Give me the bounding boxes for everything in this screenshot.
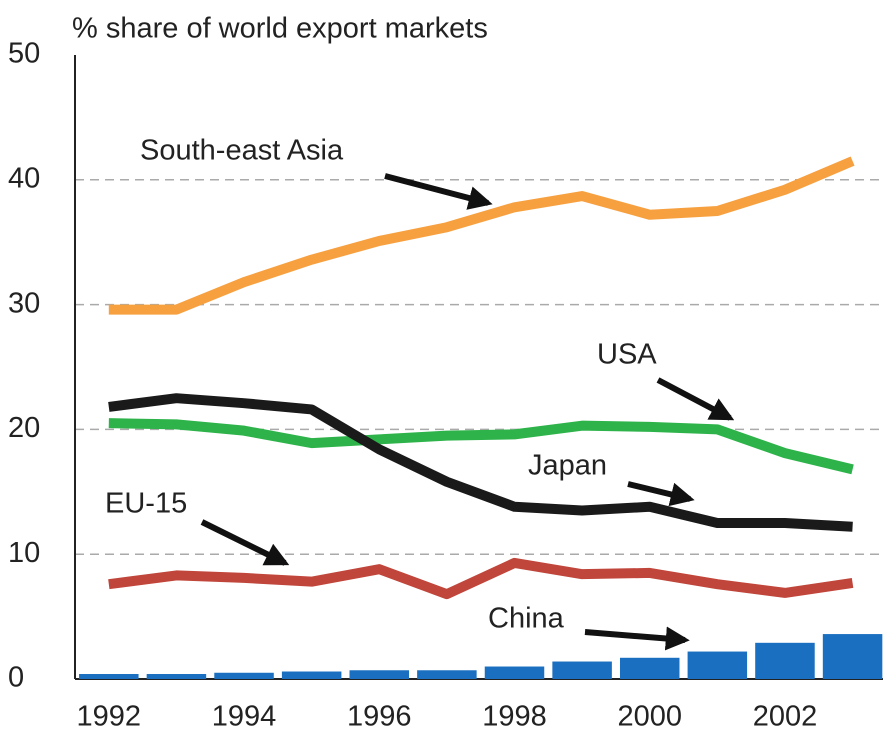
- x-tick-label: 1996: [347, 701, 412, 733]
- y-tick-label: 20: [8, 412, 40, 444]
- y-tick-label: 0: [8, 662, 24, 694]
- bar: [484, 666, 545, 679]
- bar: [552, 661, 612, 679]
- series-label: USA: [597, 339, 657, 371]
- y-tick-label: 10: [8, 537, 40, 569]
- x-tick-label: 1992: [77, 701, 142, 733]
- bar: [214, 672, 274, 679]
- x-tick-label: 1994: [212, 701, 277, 733]
- annotation-arrows: [200, 173, 735, 651]
- line-series: [108, 557, 854, 600]
- arrow: [584, 626, 690, 651]
- arrow: [384, 173, 493, 210]
- bar: [281, 671, 342, 679]
- bar: [755, 642, 815, 679]
- chart-title: % share of world export markets: [72, 13, 488, 45]
- arrow: [200, 519, 290, 566]
- y-tick-label: 30: [8, 287, 40, 319]
- arrow: [627, 481, 695, 507]
- bar: [417, 670, 477, 679]
- series-label: China: [488, 603, 565, 635]
- x-tick-label: 1998: [482, 701, 547, 733]
- series-label: South-east Asia: [140, 135, 344, 167]
- x-tick-label: 2000: [617, 701, 682, 733]
- bar: [687, 651, 748, 679]
- y-tick-label: 40: [8, 162, 40, 194]
- series-label: EU-15: [105, 488, 187, 520]
- bar: [146, 674, 207, 679]
- bar: [79, 674, 139, 679]
- y-tick-label: 50: [8, 38, 40, 70]
- line-series: [108, 393, 853, 532]
- bar: [822, 634, 883, 679]
- bar: [349, 670, 410, 679]
- line-series: [108, 156, 855, 315]
- arrow: [656, 377, 735, 421]
- series-label: Japan: [528, 450, 607, 482]
- bar: [619, 657, 680, 679]
- x-tick-label: 2002: [753, 701, 818, 733]
- line-series: [108, 418, 854, 475]
